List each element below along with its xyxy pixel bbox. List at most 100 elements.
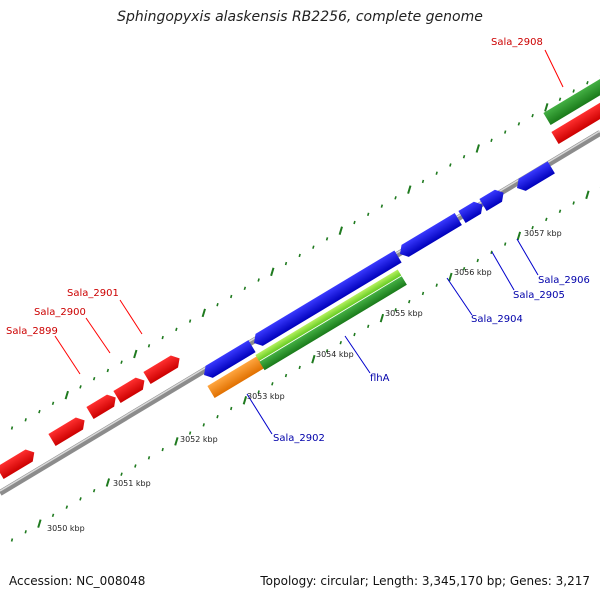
minor-tick [10,426,14,430]
minor-tick [188,431,192,435]
minor-tick [147,456,151,460]
minor-tick [161,447,164,452]
minor-tick [120,472,123,476]
minor-tick [545,217,548,222]
minor-tick [449,163,452,167]
minor-tick [92,488,96,493]
gene-label-sala-2901[interactable]: Sala_2901 [67,288,119,299]
minor-tick [271,382,274,386]
minor-tick [188,319,192,323]
minor-tick [572,201,575,205]
major-tick [311,354,316,364]
minor-tick [216,414,219,419]
kbp-label-3055: 3055 kbp [385,309,423,318]
minor-tick [284,261,288,266]
scale-labels: 3050 kbp 3051 kbp 3052 kbp 3053 kbp 3054… [47,229,562,533]
gene-label-sala-2899[interactable]: Sala_2899 [6,326,58,337]
gene-labels: Sala_2908 Sala_2901 Sala_2900 Sala_2899 … [6,37,590,444]
gene-arrow-darkgreen[interactable] [259,276,407,371]
minor-tick [339,340,342,345]
minor-tick [572,89,575,93]
minor-tick [421,291,425,296]
minor-tick [134,464,137,468]
gene-label-sala-2900[interactable]: Sala_2900 [34,307,86,318]
minor-tick [476,258,479,263]
gene-arrow-red-sala-2908[interactable] [551,101,600,145]
label-leader-lines [54,49,564,435]
gene-arrow-red-4[interactable] [113,375,148,404]
gene-arrow-blue-1[interactable] [200,340,256,381]
major-tick [105,478,111,487]
minor-tick [517,122,521,126]
minor-tick [202,423,205,427]
gene-arrow-blue-sala-2905[interactable] [458,199,486,224]
minor-tick [408,299,411,304]
kbp-label-3057: 3057 kbp [524,229,562,238]
tick-row-lower [10,187,600,542]
minor-tick [531,225,534,230]
minor-tick [421,179,425,184]
minor-tick [367,324,370,329]
minor-tick [490,138,493,143]
gene-arrow-blue-sala-2904[interactable] [396,212,462,260]
major-tick [338,226,343,235]
gene-label-sala-2906[interactable]: Sala_2906 [538,275,590,286]
minor-tick [216,302,219,307]
map-title: Sphingopyxis alaskensis RB2256, complete… [117,9,483,25]
gene-arrow-red-1[interactable] [0,446,38,480]
minor-tick [531,113,534,118]
minor-tick [10,538,14,542]
minor-tick [106,368,110,373]
major-tick [201,308,206,318]
gene-arrow-green-sala-2908[interactable] [543,76,600,126]
gene-arrow-blue-end[interactable] [513,161,555,194]
major-tick [242,396,248,405]
gene-arrow-red-2[interactable] [48,414,88,447]
minor-tick [51,513,55,518]
kbp-label-3053: 3053 kbp [247,392,285,401]
minor-tick [230,406,233,411]
minor-tick [367,212,370,217]
gene-label-flha[interactable]: flhA [370,373,390,384]
gene-label-sala-2905[interactable]: Sala_2905 [513,290,565,301]
gene-arrow-red-3[interactable] [86,392,119,420]
tick-row-upper [10,75,600,430]
major-tick [64,390,69,400]
gene-label-sala-2904[interactable]: Sala_2904 [471,314,523,325]
major-tick [516,231,522,241]
minor-tick [257,278,260,282]
gene-arrow-lightgreen[interactable] [255,269,402,361]
major-tick [37,519,42,528]
minor-tick [353,332,356,337]
minor-tick [490,250,493,255]
minor-tick [558,97,562,101]
minor-tick [230,294,233,299]
major-tick [133,349,138,359]
major-tick [448,272,453,282]
kbp-label-3054: 3054 kbp [316,350,354,359]
topology-summary: Topology: circular; Length: 3,345,170 bp… [260,574,590,588]
minor-tick [380,204,384,208]
kbp-label-3050: 3050 kbp [47,524,85,533]
minor-tick [147,344,151,348]
minor-tick [92,376,96,381]
minor-tick [161,335,164,340]
gene-arrow-blue-flha[interactable] [250,250,402,349]
minor-tick [38,409,41,414]
minor-tick [394,196,397,200]
minor-tick [65,505,69,509]
kbp-label-3056: 3056 kbp [454,268,492,277]
gene-arrow-red-5[interactable] [143,352,183,385]
gene-arrow-orange-sala-2902[interactable] [207,356,265,399]
gene-label-sala-2902[interactable]: Sala_2902 [273,433,325,444]
gene-arrow-blue-sala-2906[interactable] [479,187,507,212]
accession-text: Accession: NC_008048 [9,574,146,588]
minor-tick [175,327,178,332]
gene-label-sala-2908[interactable]: Sala_2908 [491,37,543,48]
minor-tick [325,349,329,353]
minor-tick [435,171,438,175]
minor-tick [504,242,507,246]
gene-features-lower [207,269,407,399]
